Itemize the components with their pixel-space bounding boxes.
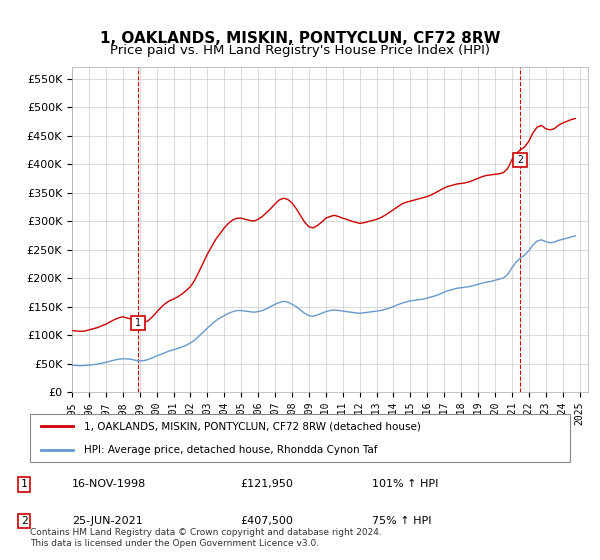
Text: 1, OAKLANDS, MISKIN, PONTYCLUN, CF72 8RW: 1, OAKLANDS, MISKIN, PONTYCLUN, CF72 8RW bbox=[100, 31, 500, 46]
Text: Price paid vs. HM Land Registry's House Price Index (HPI): Price paid vs. HM Land Registry's House … bbox=[110, 44, 490, 57]
Text: £407,500: £407,500 bbox=[240, 516, 293, 526]
Text: HPI: Average price, detached house, Rhondda Cynon Taf: HPI: Average price, detached house, Rhon… bbox=[84, 445, 377, 455]
Text: 25-JUN-2021: 25-JUN-2021 bbox=[72, 516, 143, 526]
Text: £121,950: £121,950 bbox=[240, 479, 293, 489]
Text: 1, OAKLANDS, MISKIN, PONTYCLUN, CF72 8RW (detached house): 1, OAKLANDS, MISKIN, PONTYCLUN, CF72 8RW… bbox=[84, 421, 421, 431]
Text: 16-NOV-1998: 16-NOV-1998 bbox=[72, 479, 146, 489]
FancyBboxPatch shape bbox=[30, 414, 570, 462]
Text: 2: 2 bbox=[20, 516, 28, 526]
Text: 75% ↑ HPI: 75% ↑ HPI bbox=[372, 516, 431, 526]
Text: 1: 1 bbox=[135, 318, 140, 328]
Text: 2: 2 bbox=[517, 155, 523, 165]
Text: 1: 1 bbox=[20, 479, 28, 489]
Text: Contains HM Land Registry data © Crown copyright and database right 2024.
This d: Contains HM Land Registry data © Crown c… bbox=[30, 528, 382, 548]
Text: 101% ↑ HPI: 101% ↑ HPI bbox=[372, 479, 439, 489]
